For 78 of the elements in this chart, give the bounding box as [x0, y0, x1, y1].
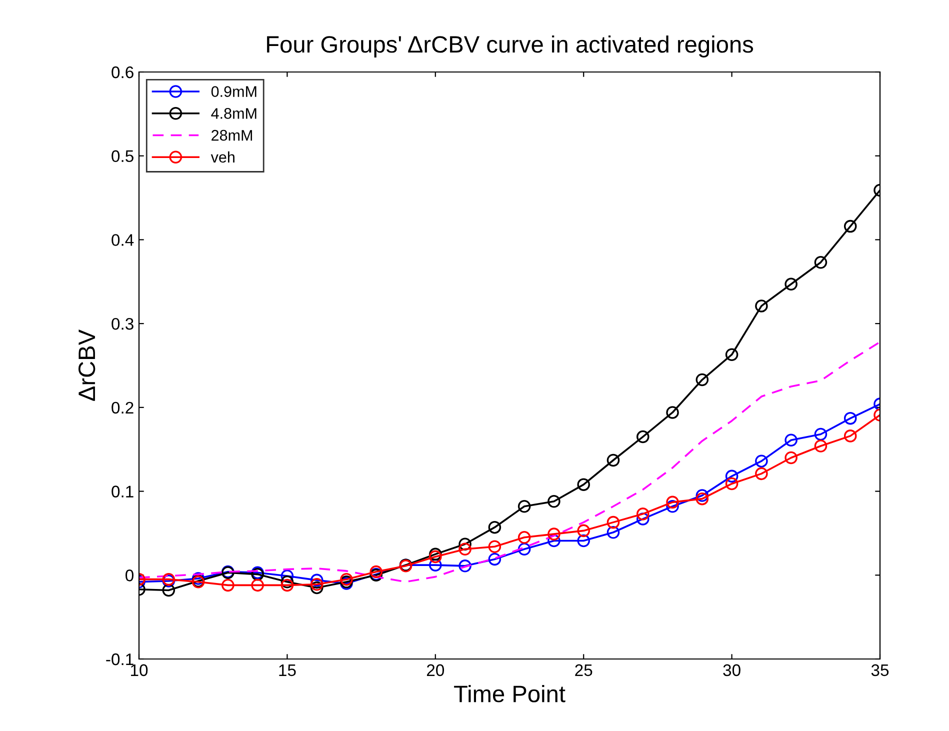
legend-label: 28mM — [212, 130, 252, 141]
point — [518, 542, 531, 556]
point — [606, 526, 620, 539]
point — [755, 467, 768, 480]
point — [755, 454, 768, 468]
point — [192, 572, 205, 585]
y-tick-label: 0.4 — [112, 234, 134, 246]
y-tick-label: 0.3 — [112, 318, 134, 330]
point — [280, 578, 294, 592]
point — [370, 565, 383, 578]
legend-label: 0.9mM — [211, 86, 256, 97]
y-tick-label: -0.1 — [106, 653, 134, 666]
x-tick-label: 10 — [131, 664, 148, 676]
x-tick-label: 20 — [426, 664, 444, 676]
point — [429, 558, 442, 572]
point — [725, 470, 738, 483]
point — [458, 542, 472, 556]
x-tick-label: 15 — [279, 664, 296, 676]
point — [548, 528, 560, 540]
legend-label: 4.8mM — [211, 108, 256, 119]
x-tick-label: 25 — [575, 664, 592, 676]
y-tick-label: 0.2 — [112, 402, 134, 414]
point — [429, 550, 442, 564]
point — [222, 578, 234, 592]
point — [784, 434, 798, 447]
point — [310, 574, 324, 587]
point — [577, 478, 590, 491]
point — [606, 454, 620, 467]
point — [162, 584, 176, 597]
point — [814, 428, 828, 441]
x-axis-title: Time Point — [454, 684, 566, 702]
point — [429, 548, 442, 561]
point — [251, 578, 264, 592]
point — [577, 524, 590, 538]
y-tick-label: 0.6 — [112, 66, 134, 78]
point — [310, 578, 324, 591]
point — [636, 512, 650, 526]
point — [280, 570, 294, 582]
point — [755, 300, 768, 312]
point — [844, 220, 857, 233]
legend-label: veh — [210, 151, 234, 163]
point — [577, 534, 590, 548]
point — [488, 520, 502, 534]
point — [458, 560, 472, 572]
x-tick-label: 30 — [723, 664, 740, 676]
y-axis-title: ΔrCBV — [78, 330, 96, 401]
point — [784, 278, 798, 291]
point — [606, 516, 620, 529]
x-tick-label: 35 — [871, 664, 889, 676]
point — [844, 412, 857, 425]
point — [340, 572, 353, 586]
point — [548, 534, 560, 548]
point — [784, 451, 798, 464]
point — [666, 406, 679, 419]
y-tick-label: 0.5 — [112, 150, 134, 162]
point — [844, 430, 857, 442]
y-tick-label: 0 — [126, 570, 134, 582]
chart-title: Four Groups' ΔrCBV curve in activated regions — [267, 35, 754, 58]
point — [636, 430, 650, 444]
point — [814, 256, 828, 269]
point — [666, 496, 679, 509]
y-tick-label: 0.1 — [112, 486, 134, 498]
point — [488, 552, 502, 566]
point — [548, 494, 560, 508]
point — [458, 538, 472, 551]
point — [636, 508, 650, 520]
point — [280, 575, 294, 588]
point — [310, 581, 324, 594]
point — [814, 440, 828, 452]
point — [666, 500, 679, 513]
point — [696, 373, 709, 386]
point — [725, 348, 738, 361]
point — [518, 531, 531, 544]
point — [696, 489, 709, 502]
point — [518, 500, 531, 513]
point — [696, 492, 709, 506]
point — [488, 540, 502, 554]
point — [725, 477, 738, 490]
